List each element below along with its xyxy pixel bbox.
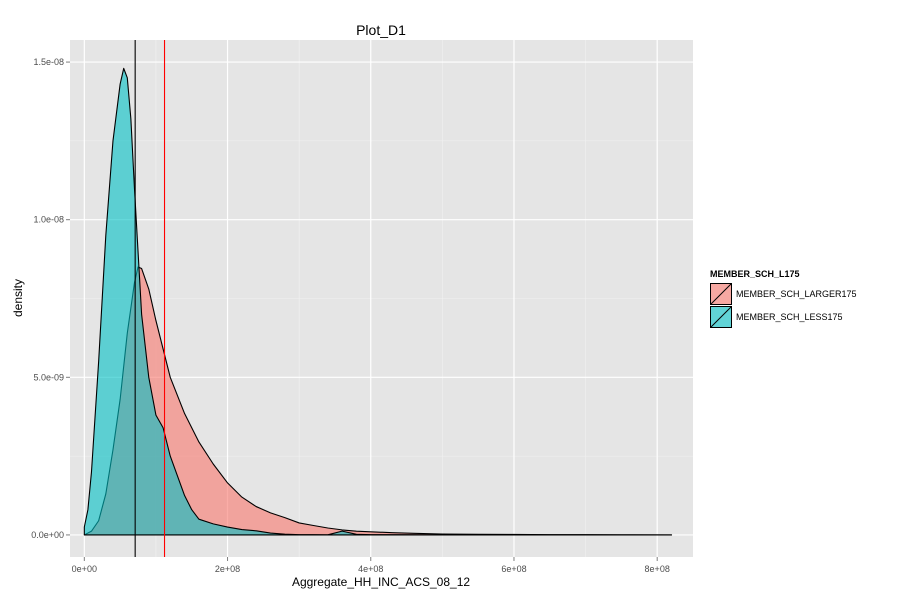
y-tick-label: 5.0e-09 [33,372,64,382]
legend-key-slash [710,306,732,328]
density-area-member-sch-less175 [83,67,673,536]
x-tick-label: 4e+08 [358,564,383,574]
x-tick-label: 8e+08 [645,564,670,574]
legend: MEMBER_SCH_L175 MEMBER_SCH_LARGER175MEMB… [710,269,857,328]
x-axis-ticks: 0e+00 2e+08 4e+08 6e+08 8e+08 [72,557,670,574]
legend-label: MEMBER_SCH_LARGER175 [736,289,857,299]
y-tick-label: 1.5e-08 [33,57,64,67]
y-axis-label: density [11,279,25,317]
y-axis-ticks: 0.0e+00 5.0e-09 1.0e-08 1.5e-08 [31,57,70,540]
x-axis-label: Aggregate_HH_INC_ACS_08_12 [292,575,470,589]
y-tick-label: 0.0e+00 [31,530,64,540]
y-tick-label: 1.0e-08 [33,215,64,225]
legend-items: MEMBER_SCH_LARGER175 MEMBER_SCH_LESS175 [710,283,857,328]
reference-lines [134,40,166,557]
x-tick-label: 6e+08 [501,564,526,574]
density-areas [83,67,673,536]
chart-title: Plot_D1 [356,22,406,38]
legend-key-slash [710,283,732,305]
x-tick-label: 0e+00 [72,564,97,574]
legend-label: MEMBER_SCH_LESS175 [736,312,843,322]
legend-title: MEMBER_SCH_L175 [710,269,800,279]
x-tick-label: 2e+08 [215,564,240,574]
